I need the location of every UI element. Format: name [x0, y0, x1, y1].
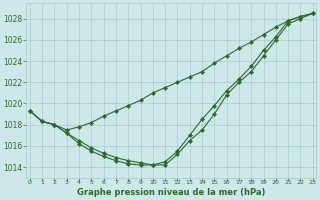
- X-axis label: Graphe pression niveau de la mer (hPa): Graphe pression niveau de la mer (hPa): [77, 188, 266, 197]
